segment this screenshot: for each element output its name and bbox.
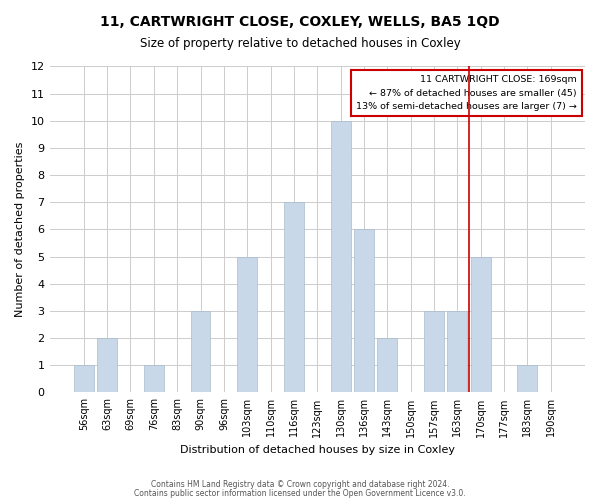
Bar bbox=[191, 311, 211, 392]
Bar bbox=[517, 366, 538, 392]
Bar bbox=[331, 121, 350, 392]
X-axis label: Distribution of detached houses by size in Coxley: Distribution of detached houses by size … bbox=[180, 445, 455, 455]
Bar bbox=[377, 338, 397, 392]
Bar bbox=[144, 366, 164, 392]
Bar bbox=[238, 256, 257, 392]
Text: Size of property relative to detached houses in Coxley: Size of property relative to detached ho… bbox=[140, 38, 460, 51]
Text: 11 CARTWRIGHT CLOSE: 169sqm
← 87% of detached houses are smaller (45)
13% of sem: 11 CARTWRIGHT CLOSE: 169sqm ← 87% of det… bbox=[356, 74, 577, 112]
Bar bbox=[74, 366, 94, 392]
Bar bbox=[284, 202, 304, 392]
Bar bbox=[424, 311, 444, 392]
Y-axis label: Number of detached properties: Number of detached properties bbox=[15, 142, 25, 317]
Text: Contains HM Land Registry data © Crown copyright and database right 2024.: Contains HM Land Registry data © Crown c… bbox=[151, 480, 449, 489]
Text: Contains public sector information licensed under the Open Government Licence v3: Contains public sector information licen… bbox=[134, 488, 466, 498]
Bar bbox=[354, 230, 374, 392]
Bar bbox=[448, 311, 467, 392]
Bar bbox=[471, 256, 491, 392]
Text: 11, CARTWRIGHT CLOSE, COXLEY, WELLS, BA5 1QD: 11, CARTWRIGHT CLOSE, COXLEY, WELLS, BA5… bbox=[100, 15, 500, 29]
Bar bbox=[97, 338, 117, 392]
